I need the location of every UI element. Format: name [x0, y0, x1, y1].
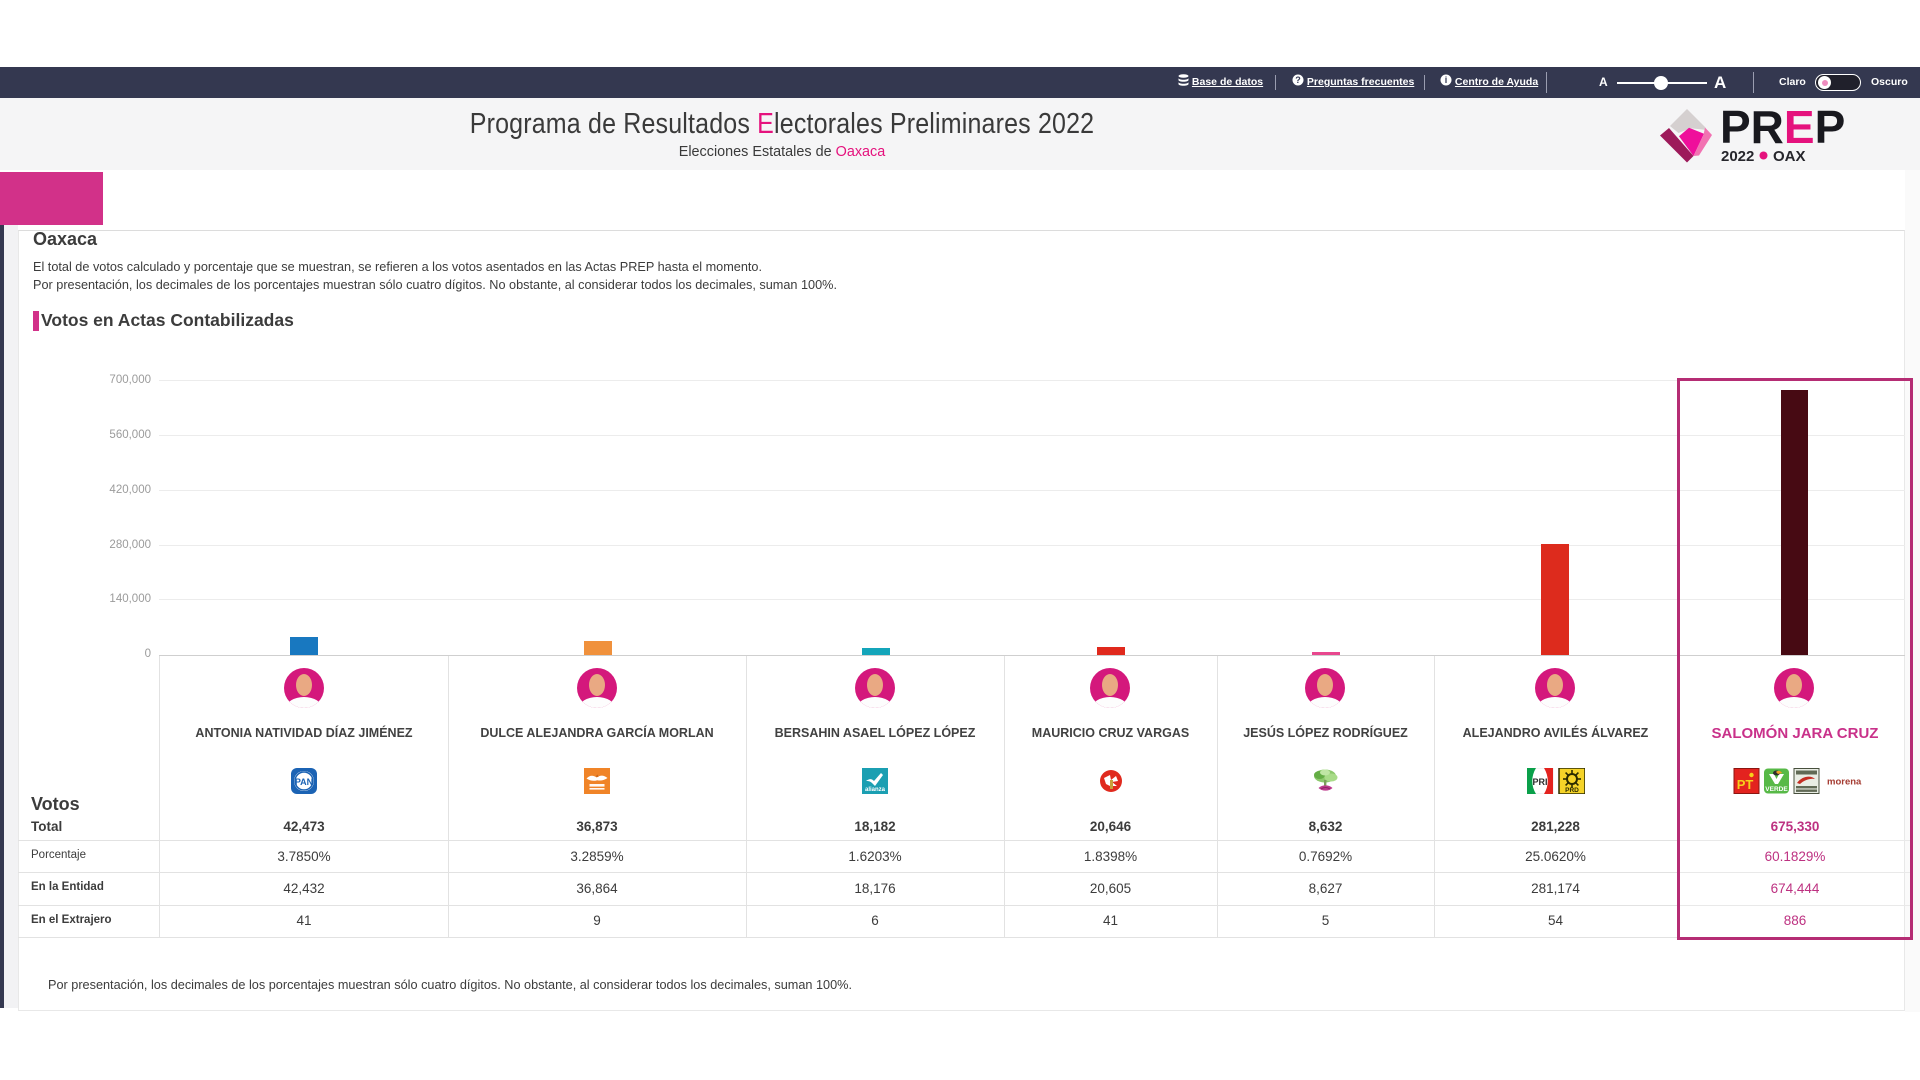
svg-text:OAX: OAX	[1773, 148, 1806, 165]
svg-text:PRD: PRD	[1565, 787, 1579, 794]
svg-text:PREP: PREP	[1720, 101, 1845, 153]
svg-text:PAN: PAN	[295, 777, 313, 787]
svg-text:i: i	[1445, 75, 1448, 85]
svg-text:?: ?	[1295, 75, 1301, 85]
svg-text:alianza: alianza	[865, 787, 886, 793]
svg-text:PRI: PRI	[1532, 777, 1547, 787]
svg-text:VERDE: VERDE	[1765, 786, 1788, 793]
svg-text:morena: morena	[1827, 777, 1862, 788]
svg-text:PT: PT	[1737, 777, 1754, 792]
svg-text:2022: 2022	[1721, 148, 1754, 165]
